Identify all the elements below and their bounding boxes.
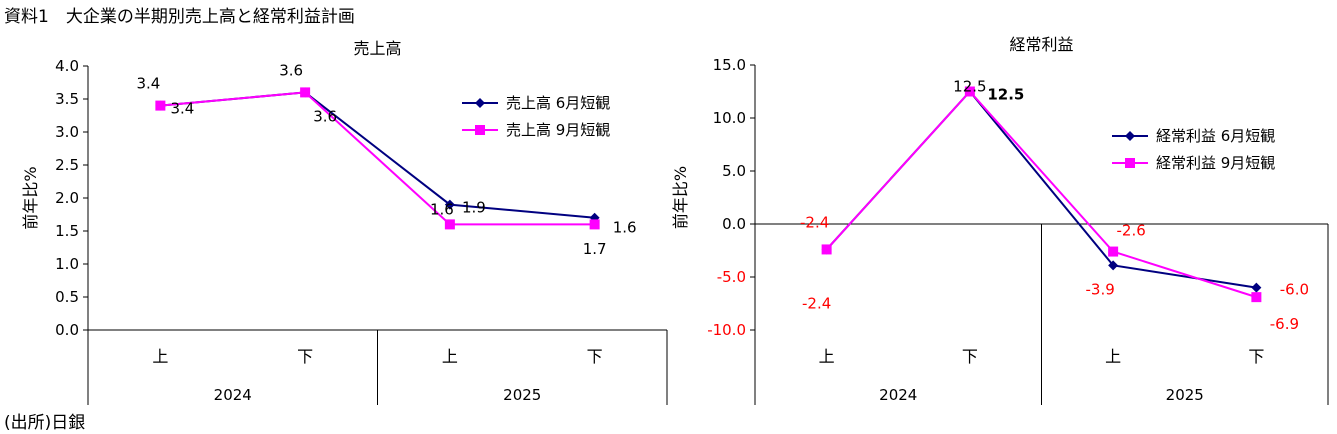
data-label: -2.6 [1116,222,1145,240]
legend-label: 売上高 6月短観 [506,94,610,112]
data-label: 12.5 [987,86,1024,104]
y-tick-label: 2.0 [55,189,79,207]
y-tick-label: -10.0 [707,321,746,339]
data-point [444,199,455,210]
data-label: 1.6 [430,200,454,218]
data-label: -6.0 [1280,281,1309,299]
x-group-label: 2024 [214,386,252,404]
x-tick-label: 下 [297,347,313,366]
x-tick-label: 上 [152,347,168,366]
data-label: -3.9 [1085,280,1114,298]
y-tick-label: 1.5 [55,222,79,240]
legend-marker [1125,131,1135,141]
y-tick-label: 4.0 [55,57,79,75]
data-point [589,219,600,230]
chart-title: 経常利益 [1009,35,1073,54]
data-label: -2.4 [800,213,829,231]
x-tick-label: 上 [819,347,835,366]
x-tick-label: 上 [1105,347,1121,366]
data-label: 12.5 [953,78,986,96]
legend-label: 経常利益 9月短観 [1156,154,1275,172]
data-label: 1.7 [583,240,607,258]
data-label: -6.9 [1270,315,1299,333]
data-label: 1.9 [462,199,486,217]
y-tick-label: 10.0 [713,109,746,127]
legend-marker [475,98,485,108]
x-tick-label: 下 [587,347,603,366]
series-line [160,91,595,226]
y-tick-label: 5.0 [722,162,746,180]
y-tick-label: 0.5 [55,288,79,306]
data-label: 1.6 [613,218,637,236]
y-tick-label: -5.0 [717,268,746,286]
legend-label: 経常利益 6月短観 [1156,127,1275,145]
data-point [155,100,166,111]
y-tick-label: 3.0 [55,123,79,141]
data-point [964,86,975,97]
y-axis-label: 前年比% [21,166,40,229]
data-point [821,244,832,255]
x-group-label: 2024 [879,386,917,404]
document-title: 資料1 大企業の半期別売上高と経常利益計画 [4,7,355,27]
x-tick-label: 下 [1248,347,1264,366]
series-line [825,90,1257,299]
y-tick-label: 1.0 [55,255,79,273]
legend-marker [1125,158,1135,168]
x-group-label: 2025 [503,386,541,404]
x-tick-label: 上 [442,347,458,366]
y-axis-label: 前年比% [671,166,690,229]
data-label: -2.4 [802,294,831,312]
y-tick-label: 0.0 [55,321,79,339]
y-tick-label: 15.0 [713,56,746,74]
data-label: 3.4 [136,75,160,93]
data-point [1251,292,1262,303]
x-tick-label: 下 [962,347,978,366]
data-point [444,219,455,230]
y-tick-label: 2.5 [55,156,79,174]
legend-label: 売上高 9月短観 [506,121,610,139]
data-point [1108,246,1119,257]
data-point [1251,282,1262,293]
x-group-label: 2025 [1166,386,1204,404]
data-label: 3.6 [279,61,303,79]
source-note: (出所)日銀 [4,413,86,433]
data-point [300,87,311,98]
data-point [1108,260,1119,271]
data-label: 3.6 [313,107,337,125]
legend-marker [475,125,485,135]
chart-title: 売上高 [353,39,401,58]
y-tick-label: 0.0 [722,215,746,233]
y-tick-label: 3.5 [55,90,79,108]
data-label: 3.4 [170,100,194,118]
